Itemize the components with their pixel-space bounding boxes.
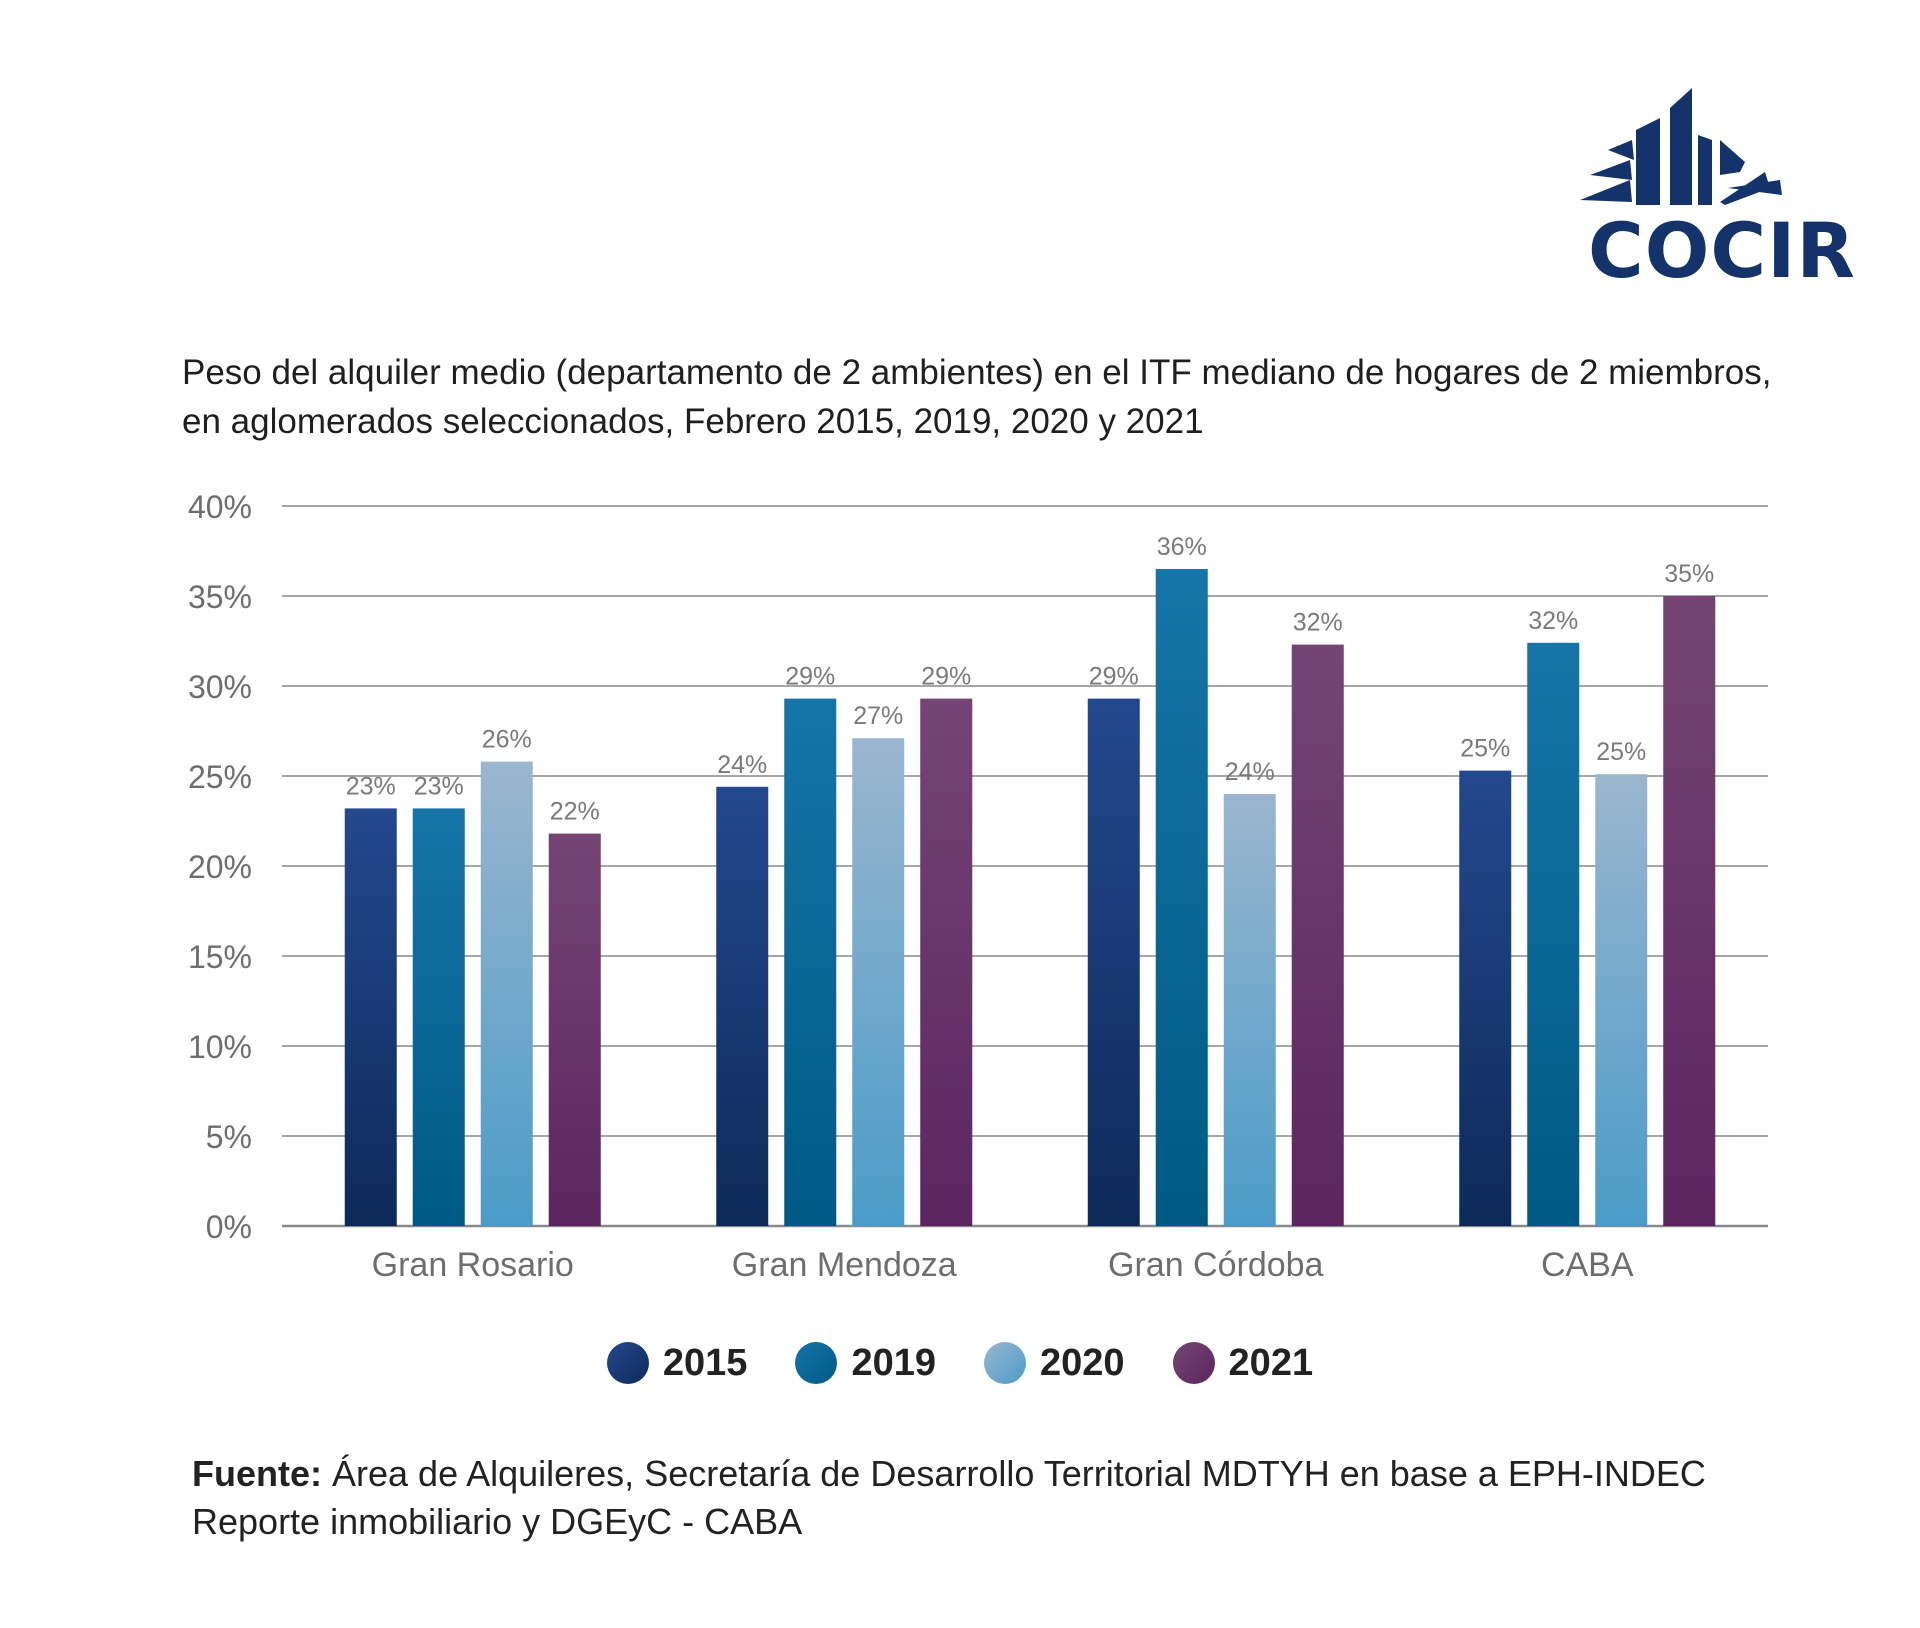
bar-2021 (1663, 596, 1716, 1226)
legend-label: 2021 (1228, 1341, 1314, 1384)
legend-label: 2020 (1040, 1341, 1125, 1384)
source-line-1: Área de Alquileres, Secretaría de Desarr… (322, 1453, 1706, 1494)
data-label: 35% (1664, 560, 1714, 588)
bar-2015 (1087, 698, 1140, 1226)
data-label: 29% (1089, 663, 1139, 691)
y-tick-label: 20% (188, 849, 252, 885)
source-note: Fuente: Área de Alquileres, Secretaría d… (192, 1450, 1892, 1546)
bar-2019 (412, 808, 465, 1226)
data-label: 24% (717, 751, 767, 779)
chart-legend: 2015 2019 2020 2021 (0, 1333, 1920, 1393)
bar-2020 (480, 761, 533, 1226)
data-label: 24% (1225, 758, 1275, 786)
legend-swatch-icon (984, 1342, 1026, 1384)
cocir-logo-icon (1580, 88, 1782, 205)
legend-item-2021: 2021 (1172, 1341, 1314, 1385)
source-line-2: Reporte inmobiliario y DGEyC - CABA (192, 1501, 803, 1542)
legend-swatch-icon (606, 1342, 649, 1384)
source-label: Fuente: (192, 1453, 322, 1494)
y-tick-label: 35% (188, 579, 252, 615)
data-label: 32% (1528, 607, 1578, 635)
bar-2015 (716, 786, 769, 1226)
data-label: 29% (785, 663, 835, 691)
bar-2019 (1527, 642, 1580, 1226)
data-label: 36% (1157, 533, 1207, 561)
y-tick-label: 5% (206, 1119, 252, 1155)
data-label: 23% (414, 772, 464, 800)
bar-chart: 0% 5% 10% 15% 20% 25% 30% 35% 40% 23% 23% 26% 22% 24… (188, 489, 1768, 1284)
legend-item-2019: 2019 (795, 1342, 936, 1385)
y-tick-label: 10% (188, 1029, 252, 1065)
legend-item-2020: 2020 (984, 1342, 1125, 1385)
bar-2019 (1155, 569, 1208, 1226)
data-label: 25% (1460, 735, 1510, 763)
bar-2020 (1223, 794, 1276, 1226)
y-tick-label: 25% (188, 759, 252, 795)
x-category-label: CABA (1541, 1246, 1634, 1284)
legend-label: 2019 (851, 1341, 936, 1384)
legend-swatch-icon (795, 1342, 838, 1384)
y-tick-label: 30% (188, 669, 252, 705)
x-category-label: Gran Rosario (372, 1246, 574, 1284)
legend-item-2015: 2015 (606, 1341, 748, 1385)
x-category-label: Gran Mendoza (732, 1246, 957, 1284)
chart-title: Peso del alquiler medio (departamento de… (182, 348, 1822, 446)
data-label: 25% (1596, 738, 1646, 766)
legend-label: 2015 (662, 1341, 748, 1384)
legend-swatch-icon (1172, 1342, 1215, 1384)
chart-title-line-1: Peso del alquiler medio (departamento de… (182, 353, 1772, 392)
y-tick-label: 40% (188, 489, 252, 525)
bar-2015 (1459, 770, 1512, 1226)
y-tick-label: 0% (206, 1209, 252, 1245)
bar-2019 (784, 698, 837, 1226)
bar-2015 (344, 808, 397, 1226)
y-tick-label: 15% (188, 939, 252, 975)
brand-name: COCIR (1588, 206, 1856, 295)
bar-2021 (1291, 644, 1344, 1226)
bar-2021 (548, 833, 601, 1226)
data-label: 27% (853, 702, 903, 730)
data-label: 32% (1293, 609, 1343, 637)
data-label: 26% (482, 726, 532, 754)
bar-2021 (920, 698, 973, 1226)
bar-2020 (1595, 774, 1648, 1226)
data-label: 29% (921, 663, 971, 691)
x-category-label: Gran Córdoba (1108, 1246, 1324, 1284)
data-label: 22% (550, 798, 600, 826)
chart-title-line-2: en aglomerados seleccionados, Febrero 20… (182, 402, 1204, 441)
bar-2020 (852, 738, 905, 1226)
data-label: 23% (346, 772, 396, 800)
